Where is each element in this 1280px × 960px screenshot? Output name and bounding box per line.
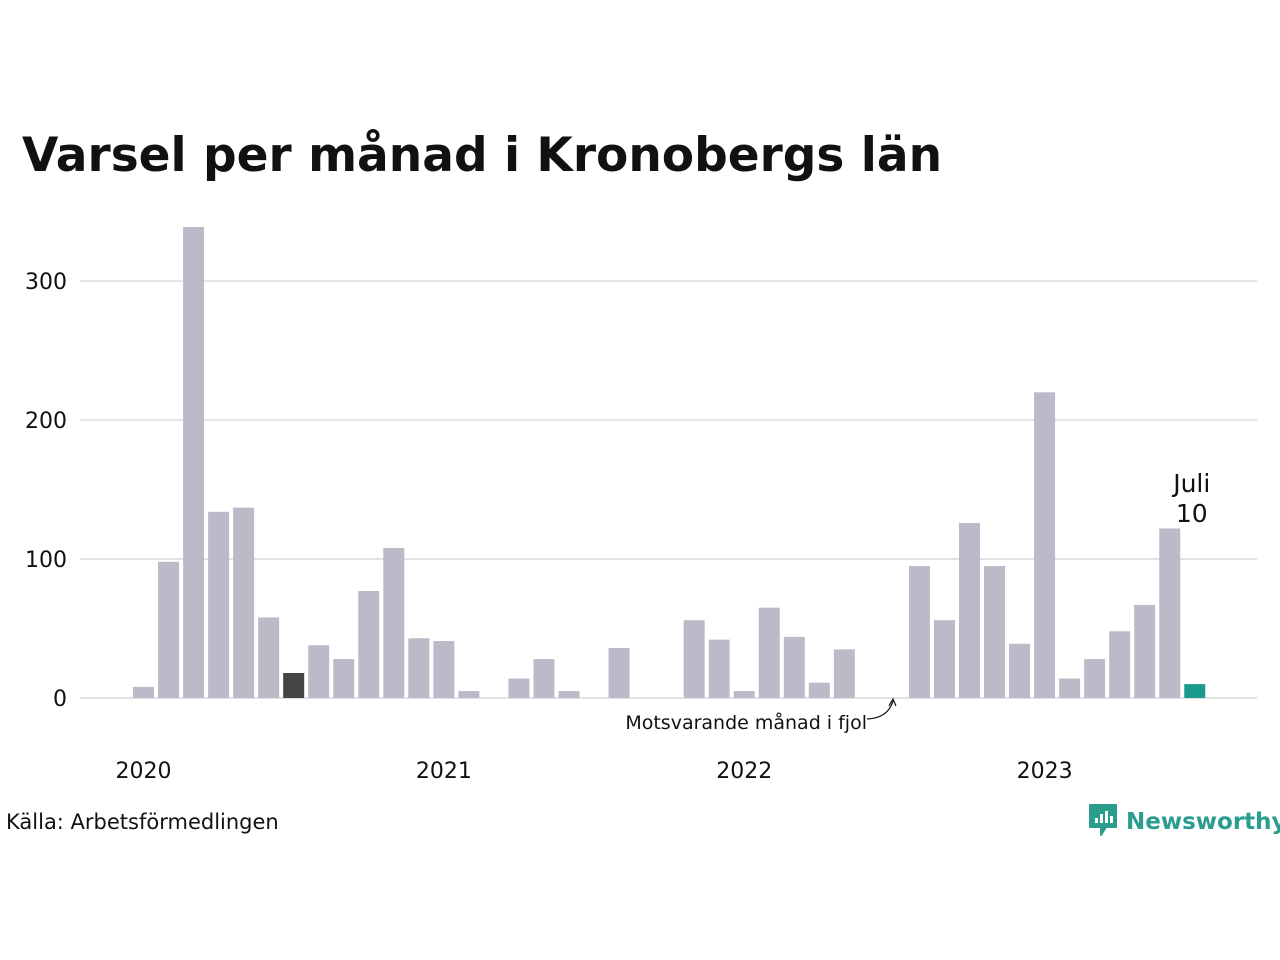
y-tick-label: 0 xyxy=(53,687,67,712)
bar-2022-02 xyxy=(758,607,780,698)
y-tick-label: 300 xyxy=(25,270,67,295)
bar-2020-06 xyxy=(258,617,280,698)
x-year-label: 2021 xyxy=(416,759,472,784)
gridlines xyxy=(80,280,1257,699)
bar-2020-04 xyxy=(208,511,230,698)
bar-2022-01 xyxy=(733,691,755,698)
brand-logo[interactable]: Newsworthy xyxy=(1088,803,1280,841)
bars xyxy=(133,226,1206,698)
bar-2022-10 xyxy=(958,522,980,698)
bar-2022-09 xyxy=(933,620,955,698)
bar-2021-08 xyxy=(608,647,630,698)
bar-2023-02 xyxy=(1059,678,1081,698)
chart-title: Varsel per månad i Kronobergs län xyxy=(22,128,943,183)
highlight-month-label: Juli xyxy=(1171,469,1210,498)
source-label: Källa: Arbetsförmedlingen xyxy=(6,810,279,834)
highlight-value-label: 10 xyxy=(1176,499,1208,528)
x-axis-year-labels: 2020 2021 2022 2023 xyxy=(116,759,1073,784)
bar-2020-05 xyxy=(233,507,255,698)
x-year-label: 2020 xyxy=(116,759,172,784)
bar-2023-04 xyxy=(1109,631,1131,698)
y-axis-ticks: 0 100 200 300 xyxy=(25,270,67,712)
bar-2020-08 xyxy=(308,645,330,698)
y-tick-label: 200 xyxy=(25,409,67,434)
bar-2023-05 xyxy=(1134,604,1156,698)
bar-2020-02 xyxy=(158,561,180,698)
bar-2020-11 xyxy=(383,547,405,698)
bar-2021-11 xyxy=(683,620,705,698)
bar-2020-09 xyxy=(333,659,355,698)
annotation-text: Motsvarande månad i fjol xyxy=(625,711,867,734)
bar-2020-10 xyxy=(358,591,380,698)
bar-2023-01 xyxy=(1034,392,1056,698)
bar-2023-07 xyxy=(1184,684,1206,698)
bar-2021-06 xyxy=(558,691,580,698)
bar-2021-05 xyxy=(533,659,555,698)
newsworthy-logo-icon xyxy=(1088,803,1118,841)
bar-2023-06 xyxy=(1159,528,1181,698)
bar-2022-04 xyxy=(808,682,830,698)
bar-2022-03 xyxy=(783,636,805,698)
bar-2022-05 xyxy=(833,649,855,698)
bar-2022-08 xyxy=(908,565,930,698)
annotation-arrow xyxy=(866,700,894,720)
bar-2020-03 xyxy=(183,226,205,698)
bar-2021-01 xyxy=(433,641,455,698)
x-year-label: 2023 xyxy=(1017,759,1073,784)
y-tick-label: 100 xyxy=(25,548,67,573)
annotation-arrowhead xyxy=(888,697,897,707)
bar-2020-12 xyxy=(408,638,430,698)
bar-2022-11 xyxy=(984,565,1006,698)
brand-name: Newsworthy xyxy=(1126,809,1280,835)
x-year-label: 2022 xyxy=(716,759,772,784)
bar-2021-02 xyxy=(458,691,480,698)
bar-2023-03 xyxy=(1084,659,1106,698)
bar-2020-07 xyxy=(283,672,305,698)
bar-2021-12 xyxy=(708,639,730,698)
bar-2020-01 xyxy=(133,686,154,698)
bar-2022-12 xyxy=(1009,643,1031,698)
bar-2021-04 xyxy=(508,678,530,698)
